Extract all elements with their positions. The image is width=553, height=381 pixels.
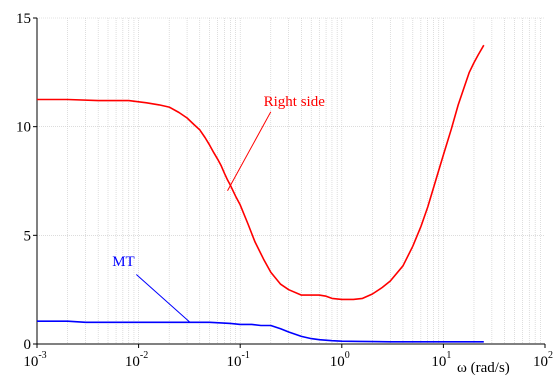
x-axis-label: ω (rad/s) (457, 360, 510, 376)
grid (37, 17, 545, 344)
x-tick-label: 102 (533, 350, 553, 370)
y-tick-labels: 0 5 10 15 (16, 11, 37, 353)
series-line-right-side (37, 44, 485, 301)
x-tick-label: 100 (330, 350, 350, 370)
y-tick-label: 5 (24, 228, 32, 244)
right-side-callout-line (227, 111, 272, 192)
y-tick-label: 10 (16, 120, 31, 136)
y-tick-label: 15 (16, 11, 31, 27)
annotations: Right side MT (112, 94, 326, 323)
x-tick-label: 10-1 (227, 350, 250, 370)
mt-callout-line (136, 274, 191, 323)
mt-label: MT (112, 254, 135, 270)
x-tick-label: 101 (431, 350, 451, 370)
x-tick-labels: 10-3 10-2 10-1 100 101 102 (23, 344, 553, 370)
y-tick-label: 0 (24, 337, 32, 353)
x-tick-label: 10-2 (125, 350, 148, 370)
axes (36, 18, 545, 345)
right-side-label: Right side (264, 94, 326, 110)
series-line-mt (37, 320, 484, 343)
x-tick-label: 10-3 (23, 350, 46, 370)
series-lines (37, 44, 485, 343)
